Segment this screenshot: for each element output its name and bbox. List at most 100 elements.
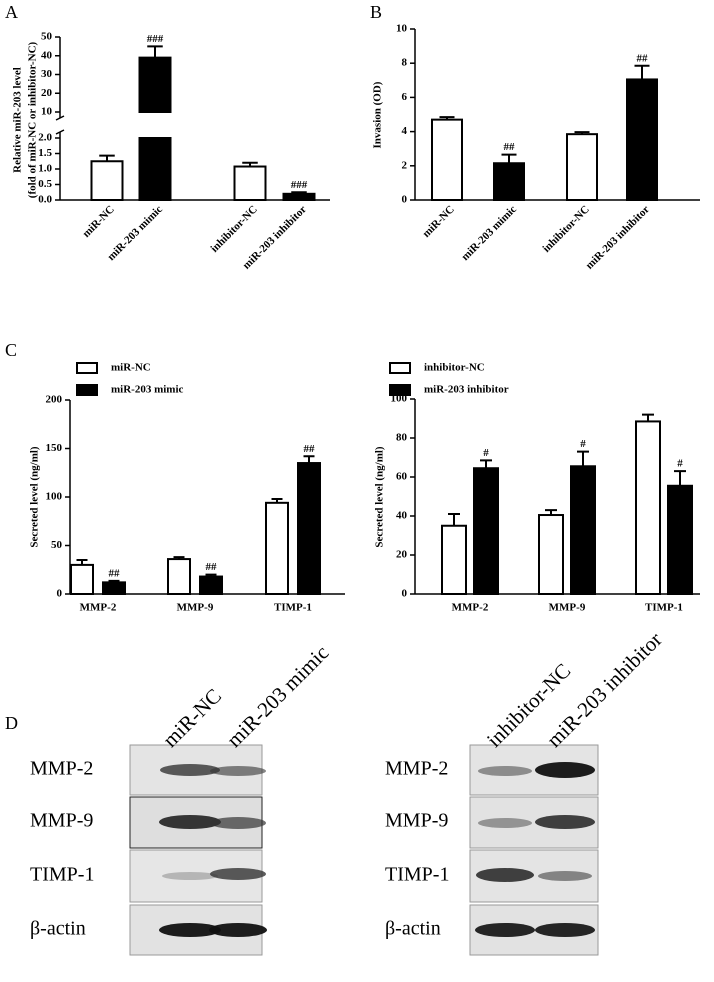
bar	[297, 462, 321, 595]
axis-break	[55, 129, 65, 135]
x-tick-label: TIMP-1	[645, 602, 683, 614]
bar	[667, 484, 693, 595]
blot-row-label: β-actin	[30, 918, 86, 940]
significance-label: ##	[504, 141, 516, 153]
y-tick-label: 2.0	[38, 132, 52, 144]
legend-swatch	[76, 384, 98, 396]
blot-row-label: MMP-2	[30, 758, 93, 780]
error-bar	[545, 509, 557, 516]
error-bar	[242, 161, 258, 167]
y-tick-label: 8	[402, 57, 408, 69]
y-tick-label: 40	[396, 510, 408, 522]
error-bar	[577, 450, 589, 467]
legend-swatch	[389, 384, 411, 396]
bar	[199, 575, 223, 595]
legend-label: miR-NC	[111, 362, 151, 374]
error-bar	[480, 459, 492, 469]
error-bar	[205, 573, 217, 577]
band	[476, 868, 534, 882]
significance-label: ###	[291, 179, 308, 191]
y-tick-label: 20	[396, 549, 408, 561]
legend-swatch	[76, 362, 98, 374]
blot-row-label: TIMP-1	[30, 864, 94, 886]
blot-column-label: miR-NC	[158, 684, 226, 752]
x-tick-label: miR-NC	[420, 203, 457, 240]
x-tick-label: MMP-2	[80, 602, 117, 614]
significance-label: ##	[304, 443, 316, 455]
x-tick-label: miR-203 inhibitor	[584, 203, 652, 271]
y-tick-label: 1.5	[38, 147, 52, 159]
band	[478, 818, 532, 828]
band	[535, 923, 595, 937]
x-tick-label: MMP-9	[549, 602, 586, 614]
y-tick-label: 50	[51, 539, 63, 551]
legend-label: inhibitor-NC	[424, 362, 485, 374]
bar	[635, 420, 661, 595]
error-bar	[173, 556, 185, 560]
bar	[265, 501, 289, 596]
band	[535, 815, 595, 829]
panel-label: A	[5, 2, 18, 22]
error-bar	[76, 559, 88, 565]
y-tick-label: 30	[41, 68, 53, 80]
band	[535, 762, 595, 778]
y-tick-label: 80	[396, 432, 408, 444]
blot-column-label: miR-203 mimic	[222, 641, 333, 752]
bar	[70, 563, 94, 596]
y-tick-label: 4	[402, 125, 408, 137]
panel-label: C	[5, 340, 17, 360]
y-tick-label: 10	[41, 106, 53, 118]
blot-row-label: MMP-9	[30, 810, 93, 832]
x-tick-label: TIMP-1	[274, 602, 312, 614]
bar	[282, 192, 316, 202]
error-bar	[574, 131, 590, 135]
error-bar	[448, 513, 460, 526]
y-tick-label: 200	[46, 394, 63, 406]
band	[210, 868, 266, 880]
bar	[570, 465, 596, 595]
x-tick-label: miR-NC	[80, 203, 117, 240]
band	[209, 923, 267, 937]
y-tick-label: 0.5	[38, 178, 52, 190]
blot-row-label: TIMP-1	[385, 864, 449, 886]
significance-label: ##	[637, 52, 649, 64]
bar	[167, 558, 191, 596]
y-tick-label: 10	[396, 23, 408, 35]
error-bar	[642, 413, 654, 422]
y-tick-label: 2	[402, 159, 408, 171]
y-tick-label: 1.0	[38, 163, 52, 175]
bar	[473, 467, 499, 596]
bar	[138, 56, 172, 113]
x-tick-label: MMP-9	[177, 602, 214, 614]
blot-right: MMP-2 MMP-9 TIMP-1 β-actin inhibitor-NC …	[385, 627, 667, 956]
bar	[233, 165, 267, 202]
y-tick-label: 100	[46, 491, 63, 503]
band	[478, 766, 532, 776]
error-bar	[634, 64, 650, 80]
x-tick-label: inhibitor-NC	[208, 203, 259, 254]
bar	[102, 581, 126, 595]
y-axis-label: Invasion (OD)	[372, 81, 384, 148]
significance-label: #	[580, 438, 586, 450]
bar	[626, 78, 658, 201]
x-tick-label: miR-203 mimic	[459, 203, 519, 263]
legend-label: miR-203 inhibitor	[424, 384, 509, 396]
y-tick-label: 50	[41, 31, 53, 43]
band	[210, 817, 266, 829]
bar	[493, 162, 525, 201]
bar	[431, 118, 463, 201]
blot-row-label: MMP-9	[385, 810, 448, 832]
band	[538, 871, 592, 881]
band	[159, 815, 221, 829]
band	[475, 923, 535, 937]
bar	[90, 160, 124, 201]
y-axis-label: Secreted level (ng/ml)	[29, 446, 41, 548]
band	[160, 764, 220, 776]
bar	[138, 137, 172, 201]
panel-label: D	[5, 713, 18, 733]
y-tick-label: 0	[402, 588, 408, 600]
band	[210, 766, 266, 776]
bar	[538, 514, 564, 596]
error-bar	[147, 45, 163, 58]
